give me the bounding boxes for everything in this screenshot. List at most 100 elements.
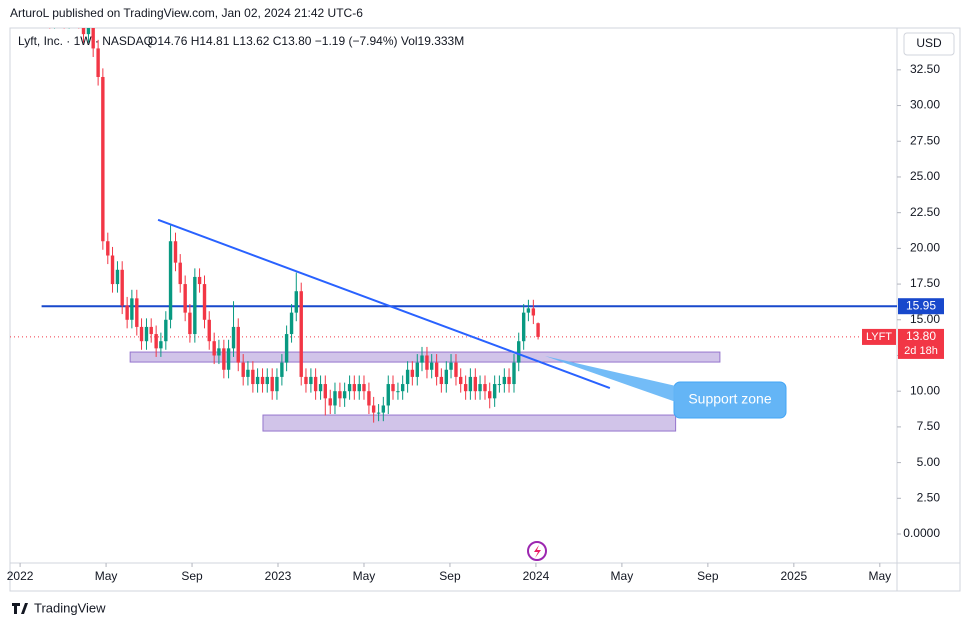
- candle-body: [473, 376, 478, 392]
- candle-body: [168, 241, 173, 320]
- candle-body: [193, 276, 197, 335]
- ohlc: O14.76 H14.81 L13.62 C13.80 −1.19 (−7.94…: [148, 34, 464, 48]
- candle-body: [202, 284, 207, 320]
- candle-body: [130, 298, 134, 320]
- candle-body: [197, 276, 202, 285]
- y-tick-label: 2.50: [917, 490, 941, 504]
- candle-body: [420, 355, 424, 363]
- x-tick-label: May: [611, 569, 634, 583]
- y-tick-label: 17.50: [910, 276, 940, 290]
- candle-body: [318, 384, 323, 392]
- candle-body: [280, 362, 284, 377]
- x-tick-label: 2024: [523, 569, 550, 583]
- y-tick-label: 7.50: [917, 419, 941, 433]
- y-tick-label: 5.00: [917, 455, 941, 469]
- y-tick-label: 30.00: [910, 98, 940, 112]
- candle-body: [376, 412, 381, 414]
- candle-body: [396, 391, 400, 393]
- candle-body: [454, 362, 458, 377]
- candle-body: [507, 376, 511, 385]
- candle-body: [439, 376, 444, 385]
- candle-body: [459, 376, 463, 385]
- candle-body: [502, 376, 507, 385]
- resistance-tag: [898, 298, 944, 315]
- resistance-label: 15.95: [906, 298, 936, 312]
- candle-body: [429, 362, 434, 370]
- candle-body: [241, 362, 245, 377]
- support-zone: [129, 351, 721, 363]
- x-tick-label: Sep: [439, 569, 461, 583]
- candle-body: [86, 28, 91, 35]
- x-tick-label: 2022: [7, 569, 34, 583]
- candle-body: [338, 391, 342, 399]
- candle-body: [400, 384, 405, 392]
- candle-body: [391, 384, 395, 392]
- candle-body: [517, 341, 521, 363]
- candle-body: [371, 405, 376, 413]
- candle-body: [352, 384, 357, 392]
- candle-body: [115, 269, 120, 285]
- logo: [12, 603, 28, 614]
- y-tick-label: 10.00: [910, 383, 940, 397]
- candle-body: [178, 262, 182, 285]
- candle-body: [483, 384, 487, 392]
- y-tick-label: 20.00: [910, 241, 940, 255]
- candle-body: [255, 376, 260, 385]
- candle-body: [212, 341, 216, 356]
- candle-body: [43, 0, 46, 6]
- plot: [10, 0, 897, 432]
- candle-body: [521, 312, 526, 342]
- candle-body: [488, 391, 492, 399]
- candle-body: [294, 291, 298, 313]
- symbol-label: LYFT: [866, 331, 892, 343]
- price-tag: [898, 328, 944, 359]
- candle-body: [289, 312, 294, 335]
- candle-body: [120, 269, 124, 306]
- currency-box[interactable]: [903, 32, 955, 56]
- y-tick-label: 25.00: [910, 169, 940, 183]
- candle-body: [347, 384, 352, 392]
- candle-body: [101, 76, 105, 242]
- candle-body: [265, 376, 269, 385]
- event-icon[interactable]: [527, 541, 547, 561]
- candle-body: [149, 326, 153, 335]
- candle-body: [405, 369, 410, 385]
- x-tick-label: 2023: [265, 569, 292, 583]
- currency[interactable]: USD: [916, 36, 942, 50]
- symbol-tag: [862, 328, 896, 345]
- event-bolt: [534, 545, 541, 558]
- candle-body: [222, 348, 226, 370]
- countdown: 2d 18h: [904, 345, 938, 357]
- candle-body: [236, 326, 240, 363]
- candle-body: [425, 355, 429, 370]
- candle-body: [492, 384, 497, 399]
- candle-body: [342, 391, 347, 399]
- candle-body: [362, 384, 366, 392]
- candle-body: [110, 255, 115, 285]
- candle-body: [159, 341, 163, 349]
- candle-body: [260, 376, 265, 385]
- candle-body: [323, 384, 327, 399]
- symbol: Lyft, Inc. · 1W · NASDAQ: [18, 34, 153, 48]
- candle-body: [468, 376, 473, 392]
- candle-body: [81, 28, 86, 35]
- y-tick-label: 22.50: [910, 205, 940, 219]
- candle-body: [96, 48, 100, 77]
- callout-text: Support zone: [688, 391, 771, 407]
- callout-pointer: [545, 356, 676, 402]
- candle-body: [299, 291, 303, 377]
- candle-body: [526, 308, 531, 313]
- candle-body: [58, 0, 61, 6]
- candle-body: [304, 376, 308, 385]
- candle-body: [284, 334, 289, 363]
- candle-body: [478, 384, 482, 392]
- candle-body: [173, 241, 178, 263]
- candle-body: [154, 334, 158, 349]
- x-tick-label: 2025: [780, 569, 807, 583]
- candle-body: [309, 376, 313, 385]
- candle-body: [246, 369, 250, 377]
- footer: TradingView: [34, 600, 106, 615]
- candle-body: [188, 312, 192, 335]
- candle-body: [434, 362, 439, 377]
